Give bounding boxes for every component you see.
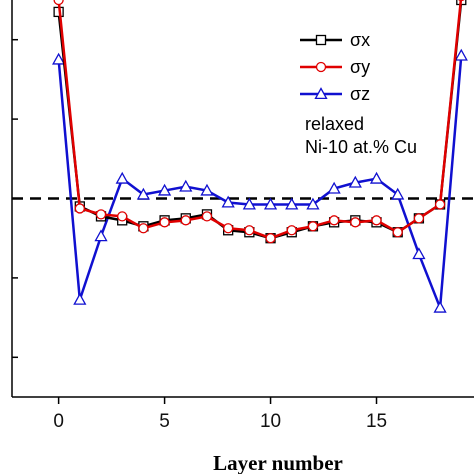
legend-item: σz	[300, 84, 370, 104]
data-point	[391, 187, 405, 200]
x-tick-label: 15	[366, 411, 387, 432]
data-point	[412, 247, 426, 260]
data-point	[223, 223, 234, 234]
data-point	[200, 183, 214, 196]
annotations: relaxed Ni-10 at.% Cu	[305, 114, 417, 157]
data-point	[94, 229, 108, 242]
data-point	[434, 199, 446, 210]
legend-label: σy	[350, 57, 370, 77]
legend-item: σy	[300, 57, 370, 77]
data-point	[115, 171, 129, 184]
legend-label: σz	[350, 84, 370, 104]
x-axis-title: Layer number	[213, 451, 343, 474]
legend-marker	[315, 34, 327, 46]
data-point	[136, 187, 150, 200]
data-point	[53, 0, 64, 6]
legend: σx σy σz	[300, 30, 370, 104]
data-point	[454, 48, 468, 61]
ticks-layer: 0 5 10 15	[12, 38, 387, 432]
series-layer	[52, 0, 468, 313]
data-point	[221, 195, 235, 208]
annotation-text: relaxed	[305, 114, 364, 134]
data-point	[458, 0, 465, 2]
data-point	[180, 215, 191, 226]
x-tick-label: 5	[159, 411, 170, 432]
data-point	[201, 211, 213, 222]
data-point	[433, 300, 447, 313]
data-point	[413, 213, 425, 224]
series-triangle	[52, 48, 468, 313]
data-point	[263, 197, 278, 210]
data-point	[157, 183, 172, 196]
legend-label: σx	[350, 30, 370, 50]
data-point	[265, 233, 276, 244]
data-point	[348, 175, 362, 188]
legend-item: σx	[300, 30, 370, 50]
series-square	[53, 0, 467, 244]
data-point	[138, 223, 149, 234]
series-circle	[53, 0, 465, 244]
data-point	[392, 227, 403, 238]
data-point	[52, 52, 66, 65]
data-point	[117, 211, 128, 222]
data-point	[179, 179, 193, 192]
data-point	[244, 225, 255, 236]
data-point	[369, 171, 384, 184]
data-point	[285, 197, 299, 210]
data-point	[327, 181, 341, 194]
data-point	[74, 203, 85, 214]
plot-frame	[11, 0, 474, 398]
data-point	[242, 197, 256, 210]
annotation-text: Ni-10 at.% Cu	[305, 137, 417, 157]
legend-marker	[315, 61, 327, 73]
data-point	[286, 225, 297, 236]
legend-marker	[314, 87, 328, 100]
data-point	[371, 215, 382, 226]
data-point	[350, 217, 361, 228]
x-tick-label: 10	[260, 411, 281, 432]
data-point	[95, 209, 107, 220]
data-point	[159, 217, 170, 228]
data-point	[307, 221, 319, 232]
data-point	[73, 292, 87, 305]
data-point	[328, 215, 340, 226]
data-point	[306, 197, 320, 210]
x-tick-label: 0	[53, 411, 64, 432]
